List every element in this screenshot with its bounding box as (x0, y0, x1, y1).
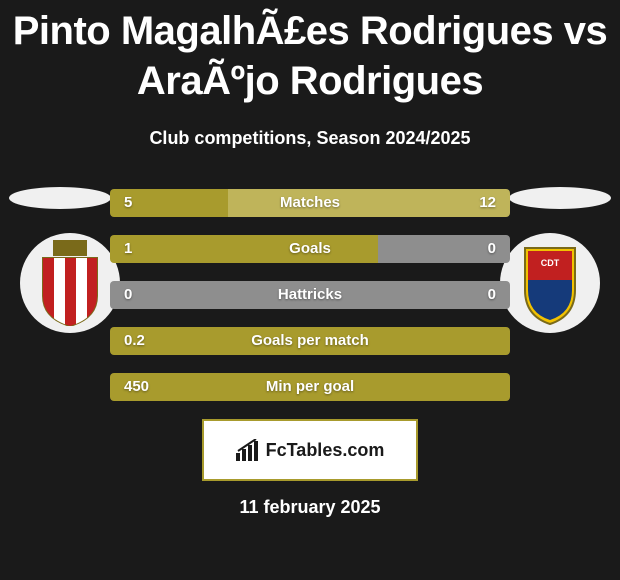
stat-value-left: 450 (124, 373, 149, 401)
stat-bar-right (228, 189, 510, 217)
stat-row: Goals per match0.2 (110, 327, 510, 355)
stat-bar-right (110, 281, 510, 309)
club-crest-left (20, 233, 120, 333)
stat-row: Matches512 (110, 189, 510, 217)
page-subtitle: Club competitions, Season 2024/2025 (0, 128, 620, 149)
date-line: 11 february 2025 (0, 497, 620, 518)
brand-badge: FcTables.com (202, 419, 418, 481)
stat-row: Hattricks00 (110, 281, 510, 309)
stat-value-right: 0 (488, 235, 496, 263)
stat-row: Min per goal450 (110, 373, 510, 401)
decor-ellipse-left (9, 187, 111, 209)
stat-value-left: 1 (124, 235, 132, 263)
stat-value-left: 5 (124, 189, 132, 217)
stat-value-left: 0 (124, 281, 132, 309)
stat-bar-left (110, 235, 378, 263)
bar-chart-icon (236, 439, 260, 461)
stat-bar-left (110, 327, 510, 355)
svg-text:CDT: CDT (541, 258, 560, 268)
stat-bar-left (110, 373, 510, 401)
stat-row: Goals10 (110, 235, 510, 263)
stats-bars: Matches512Goals10Hattricks00Goals per ma… (110, 189, 510, 401)
shield-icon (35, 240, 105, 326)
brand-label: FcTables.com (266, 440, 385, 461)
club-crest-right: CDT (500, 233, 600, 333)
decor-ellipse-right (509, 187, 611, 209)
shield-icon: CDT (515, 240, 585, 326)
stat-value-left: 0.2 (124, 327, 145, 355)
stat-value-right: 12 (479, 189, 496, 217)
stat-value-right: 0 (488, 281, 496, 309)
page-title: Pinto MagalhÃ£es Rodrigues vs AraÃºjo Ro… (0, 6, 620, 106)
